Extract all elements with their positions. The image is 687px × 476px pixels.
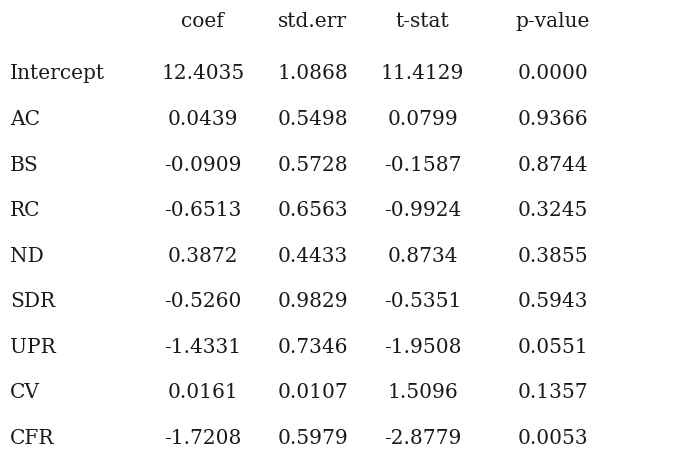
- Text: 0.6563: 0.6563: [278, 201, 348, 219]
- Text: 0.5498: 0.5498: [278, 110, 348, 129]
- Text: 0.8744: 0.8744: [518, 155, 588, 174]
- Text: -2.8779: -2.8779: [384, 428, 461, 447]
- Text: 0.5979: 0.5979: [278, 428, 348, 447]
- Text: 0.3855: 0.3855: [518, 246, 588, 265]
- Text: 0.3872: 0.3872: [168, 246, 238, 265]
- Text: p-value: p-value: [516, 12, 590, 31]
- Text: 0.3245: 0.3245: [518, 201, 588, 219]
- Text: 12.4035: 12.4035: [161, 64, 245, 83]
- Text: RC: RC: [10, 201, 41, 219]
- Text: CV: CV: [10, 383, 41, 401]
- Text: 0.0551: 0.0551: [518, 337, 588, 356]
- Text: -1.7208: -1.7208: [164, 428, 241, 447]
- Text: 0.7346: 0.7346: [278, 337, 348, 356]
- Text: -1.9508: -1.9508: [384, 337, 461, 356]
- Text: 0.0161: 0.0161: [168, 383, 238, 401]
- Text: 0.5943: 0.5943: [518, 292, 588, 310]
- Text: coef: coef: [181, 12, 224, 31]
- Text: 1.0868: 1.0868: [278, 64, 348, 83]
- Text: BS: BS: [10, 155, 39, 174]
- Text: -0.9924: -0.9924: [384, 201, 461, 219]
- Text: 0.9829: 0.9829: [278, 292, 348, 310]
- Text: ND: ND: [10, 246, 44, 265]
- Text: 0.4433: 0.4433: [278, 246, 348, 265]
- Text: 0.0799: 0.0799: [387, 110, 458, 129]
- Text: 0.0439: 0.0439: [168, 110, 238, 129]
- Text: 0.0053: 0.0053: [518, 428, 588, 447]
- Text: -0.5351: -0.5351: [384, 292, 461, 310]
- Text: -1.4331: -1.4331: [164, 337, 241, 356]
- Text: 0.8734: 0.8734: [387, 246, 458, 265]
- Text: 0.0000: 0.0000: [518, 64, 588, 83]
- Text: 0.1357: 0.1357: [518, 383, 588, 401]
- Text: 1.5096: 1.5096: [387, 383, 458, 401]
- Text: UPR: UPR: [10, 337, 56, 356]
- Text: -0.6513: -0.6513: [164, 201, 241, 219]
- Text: 11.4129: 11.4129: [381, 64, 464, 83]
- Text: 0.9366: 0.9366: [518, 110, 588, 129]
- Text: AC: AC: [10, 110, 41, 129]
- Text: 0.5728: 0.5728: [278, 155, 348, 174]
- Text: Intercept: Intercept: [10, 64, 105, 83]
- Text: CFR: CFR: [10, 428, 55, 447]
- Text: -0.1587: -0.1587: [384, 155, 461, 174]
- Text: -0.5260: -0.5260: [164, 292, 241, 310]
- Text: -0.0909: -0.0909: [164, 155, 241, 174]
- Text: SDR: SDR: [10, 292, 56, 310]
- Text: 0.0107: 0.0107: [278, 383, 348, 401]
- Text: std.err: std.err: [278, 12, 347, 31]
- Text: t-stat: t-stat: [396, 12, 449, 31]
